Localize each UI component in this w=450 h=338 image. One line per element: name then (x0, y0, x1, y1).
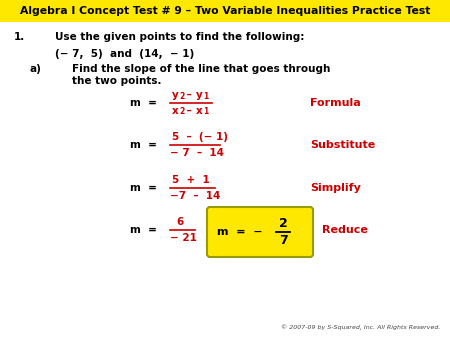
Text: m  =: m = (130, 98, 157, 108)
Text: –: – (183, 106, 195, 116)
Text: −7  –  14: −7 – 14 (170, 191, 220, 201)
Text: x: x (172, 106, 179, 116)
Text: m  =: m = (130, 140, 157, 150)
Text: –: – (183, 90, 195, 100)
Text: 6: 6 (176, 217, 183, 227)
Text: Algebra I Concept Test # 9 – Two Variable Inequalities Practice Test: Algebra I Concept Test # 9 – Two Variabl… (20, 6, 430, 16)
Text: 5  –  (− 1): 5 – (− 1) (172, 132, 228, 142)
Text: y: y (172, 90, 179, 100)
Text: Find the slope of the line that goes through: Find the slope of the line that goes thr… (72, 64, 330, 74)
Text: 1.: 1. (14, 32, 25, 42)
Text: x: x (196, 106, 203, 116)
Text: 7: 7 (279, 234, 288, 247)
FancyBboxPatch shape (207, 207, 313, 257)
Text: Use the given points to find the following:: Use the given points to find the followi… (55, 32, 304, 42)
Text: 2: 2 (179, 107, 184, 116)
Text: 1: 1 (203, 107, 208, 116)
Text: © 2007-09 by S-Squared, Inc. All Rights Reserved.: © 2007-09 by S-Squared, Inc. All Rights … (281, 324, 440, 330)
Text: 2: 2 (279, 217, 288, 230)
Text: m  =  −: m = − (217, 227, 263, 237)
FancyBboxPatch shape (0, 0, 450, 22)
Text: (− 7,  5)  and  (14,  − 1): (− 7, 5) and (14, − 1) (55, 49, 194, 59)
Text: m  =: m = (130, 183, 157, 193)
Text: m  =: m = (130, 225, 157, 235)
Text: Substitute: Substitute (310, 140, 375, 150)
Text: Formula: Formula (310, 98, 361, 108)
Text: 5  +  1: 5 + 1 (172, 175, 210, 185)
Text: − 21: − 21 (170, 233, 197, 243)
Text: a): a) (30, 64, 42, 74)
Text: 2: 2 (179, 92, 184, 101)
Text: − 7  –  14: − 7 – 14 (170, 148, 224, 158)
Text: 1: 1 (203, 92, 208, 101)
Text: Reduce: Reduce (322, 225, 368, 235)
Text: Simplify: Simplify (310, 183, 361, 193)
Text: the two points.: the two points. (72, 76, 162, 86)
Text: y: y (196, 90, 203, 100)
